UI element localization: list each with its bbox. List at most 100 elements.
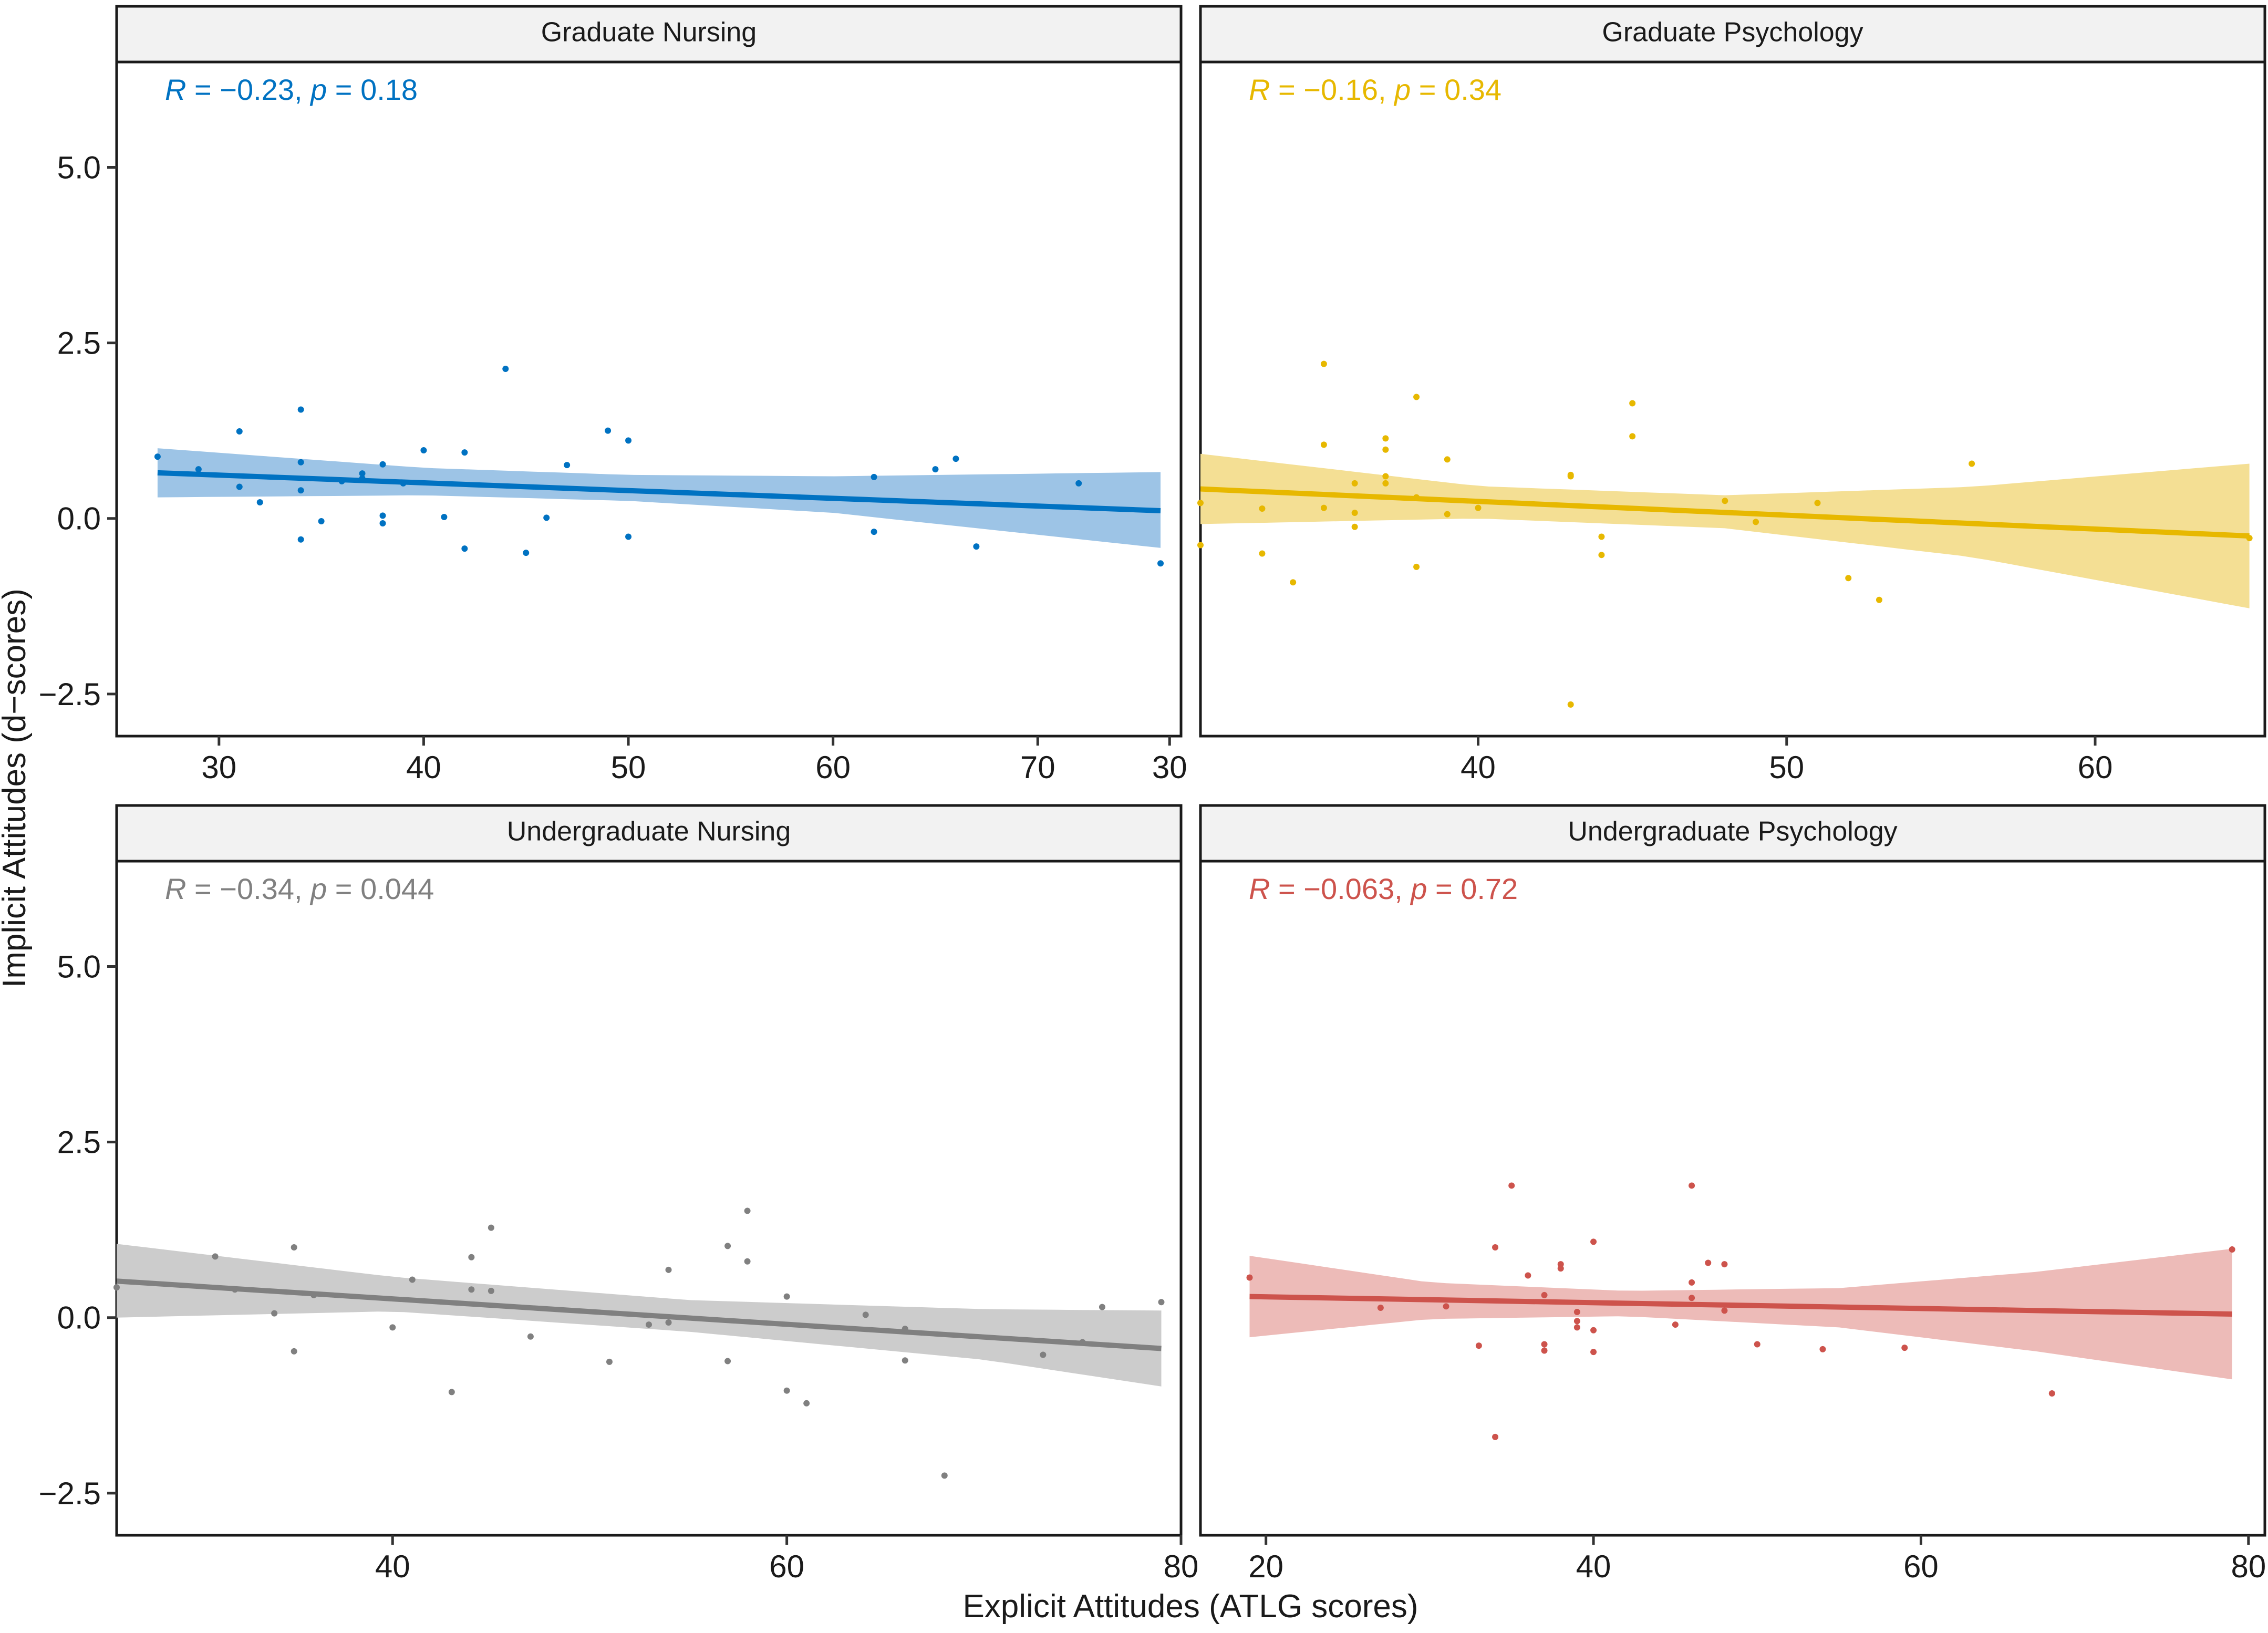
data-point [2246, 535, 2253, 542]
data-point [952, 456, 959, 462]
data-point [1351, 523, 1358, 530]
data-point [379, 461, 386, 468]
y-ticks: −2.5 0.0 2.5 5.0 [39, 949, 117, 1511]
data-point [1689, 1182, 1695, 1189]
p-symbol: p [1393, 73, 1411, 106]
data-point [1508, 1182, 1515, 1189]
data-point [1629, 433, 1636, 440]
correlation-label: R = −0.16, p = 0.34 [1249, 73, 1501, 106]
data-point [1689, 1279, 1695, 1286]
data-point [1079, 1339, 1086, 1346]
r-symbol: R [165, 872, 186, 905]
x-tick-label: 50 [611, 750, 646, 785]
data-point [1290, 579, 1297, 586]
data-point [1382, 480, 1389, 487]
correlation-label: R = −0.34, p = 0.044 [165, 872, 434, 905]
data-point [1413, 394, 1420, 400]
p-value: = 0.18 [327, 73, 418, 106]
data-point [441, 514, 448, 521]
data-point [1413, 494, 1420, 501]
data-point [468, 1254, 475, 1260]
data-point [1320, 360, 1327, 367]
data-point [803, 1400, 810, 1407]
x-tick-label: 60 [769, 1549, 804, 1584]
x-ticks: 30 40 50 60 70 [201, 736, 1055, 785]
x-ticks: 30 40 50 60 [1152, 736, 2112, 785]
data-point [871, 473, 877, 480]
data-point [256, 499, 263, 505]
data-point [1590, 1238, 1597, 1245]
data-point [1158, 1299, 1165, 1306]
data-marks [113, 1207, 1165, 1479]
data-point [232, 1286, 239, 1293]
data-point [338, 478, 345, 484]
data-point [400, 480, 407, 487]
data-point [1320, 441, 1327, 448]
x-tick-label: 40 [375, 1549, 410, 1584]
data-point [409, 1276, 416, 1283]
data-point [1819, 1346, 1826, 1352]
x-axis-title: Explicit Attitudes (ATLG scores) [962, 1588, 1418, 1625]
data-point [1814, 500, 1821, 507]
data-point [527, 1333, 534, 1340]
x-tick-label: 40 [1461, 750, 1496, 785]
data-point [783, 1387, 790, 1394]
regression-line [1200, 486, 2250, 539]
data-point [1705, 1259, 1712, 1266]
r-symbol: R [1249, 73, 1270, 106]
x-tick-label: 20 [1248, 1549, 1283, 1584]
data-point [1969, 460, 1975, 467]
strip-background [115, 804, 1183, 863]
data-point [783, 1293, 790, 1300]
data-marks [1246, 1182, 2235, 1440]
x-tick-label: 80 [1164, 1549, 1199, 1584]
x-tick-label: 60 [2078, 750, 2113, 785]
data-point [1259, 505, 1266, 512]
x-ticks: 20 40 60 80 [1248, 1535, 2266, 1584]
data-point [1443, 1303, 1449, 1310]
data-point [461, 545, 468, 552]
data-point [291, 1244, 297, 1251]
data-point [379, 520, 386, 527]
data-point [1040, 1351, 1047, 1358]
data-point [1099, 1304, 1105, 1310]
data-point [502, 366, 509, 373]
data-point [1377, 1304, 1384, 1311]
data-point [2048, 1390, 2055, 1397]
data-point [1845, 575, 1852, 582]
r-value: = −0.23, [186, 73, 310, 106]
data-point [1157, 560, 1164, 567]
r-value: = −0.063, [1270, 872, 1411, 905]
confidence-band [1249, 1248, 2232, 1380]
data-point [1444, 511, 1451, 518]
correlation-label: R = −0.23, p = 0.18 [165, 73, 418, 106]
confidence-band [1200, 453, 2250, 608]
plot-panel-border [1199, 860, 2266, 1537]
data-point [1590, 1349, 1597, 1356]
data-point [973, 543, 980, 550]
data-point [236, 483, 243, 490]
regression-line [157, 470, 1161, 513]
data-point [625, 437, 632, 444]
data-point [1382, 473, 1389, 480]
data-point [379, 512, 386, 519]
data-point [448, 1389, 455, 1396]
data-point [154, 453, 161, 460]
y-tick-label: 0.0 [57, 501, 101, 536]
data-point [1557, 1265, 1564, 1272]
plot-panel-border [115, 60, 1183, 738]
y-tick-label: 0.0 [57, 1300, 101, 1336]
data-point [646, 1321, 652, 1328]
data-point [1492, 1244, 1499, 1251]
data-point [932, 466, 939, 473]
data-point [1721, 1261, 1728, 1268]
data-point [195, 466, 202, 473]
data-point [1754, 1341, 1760, 1348]
data-point [1413, 563, 1420, 570]
r-value: = −0.16, [1270, 73, 1394, 106]
data-point [941, 1472, 948, 1479]
p-value: = 0.044 [327, 872, 434, 905]
panel-undergraduate-psychology: Undergraduate Psychology R = −0.063, p =… [1199, 804, 2266, 1584]
data-point [389, 1324, 396, 1331]
y-tick-label: 5.0 [57, 150, 101, 185]
